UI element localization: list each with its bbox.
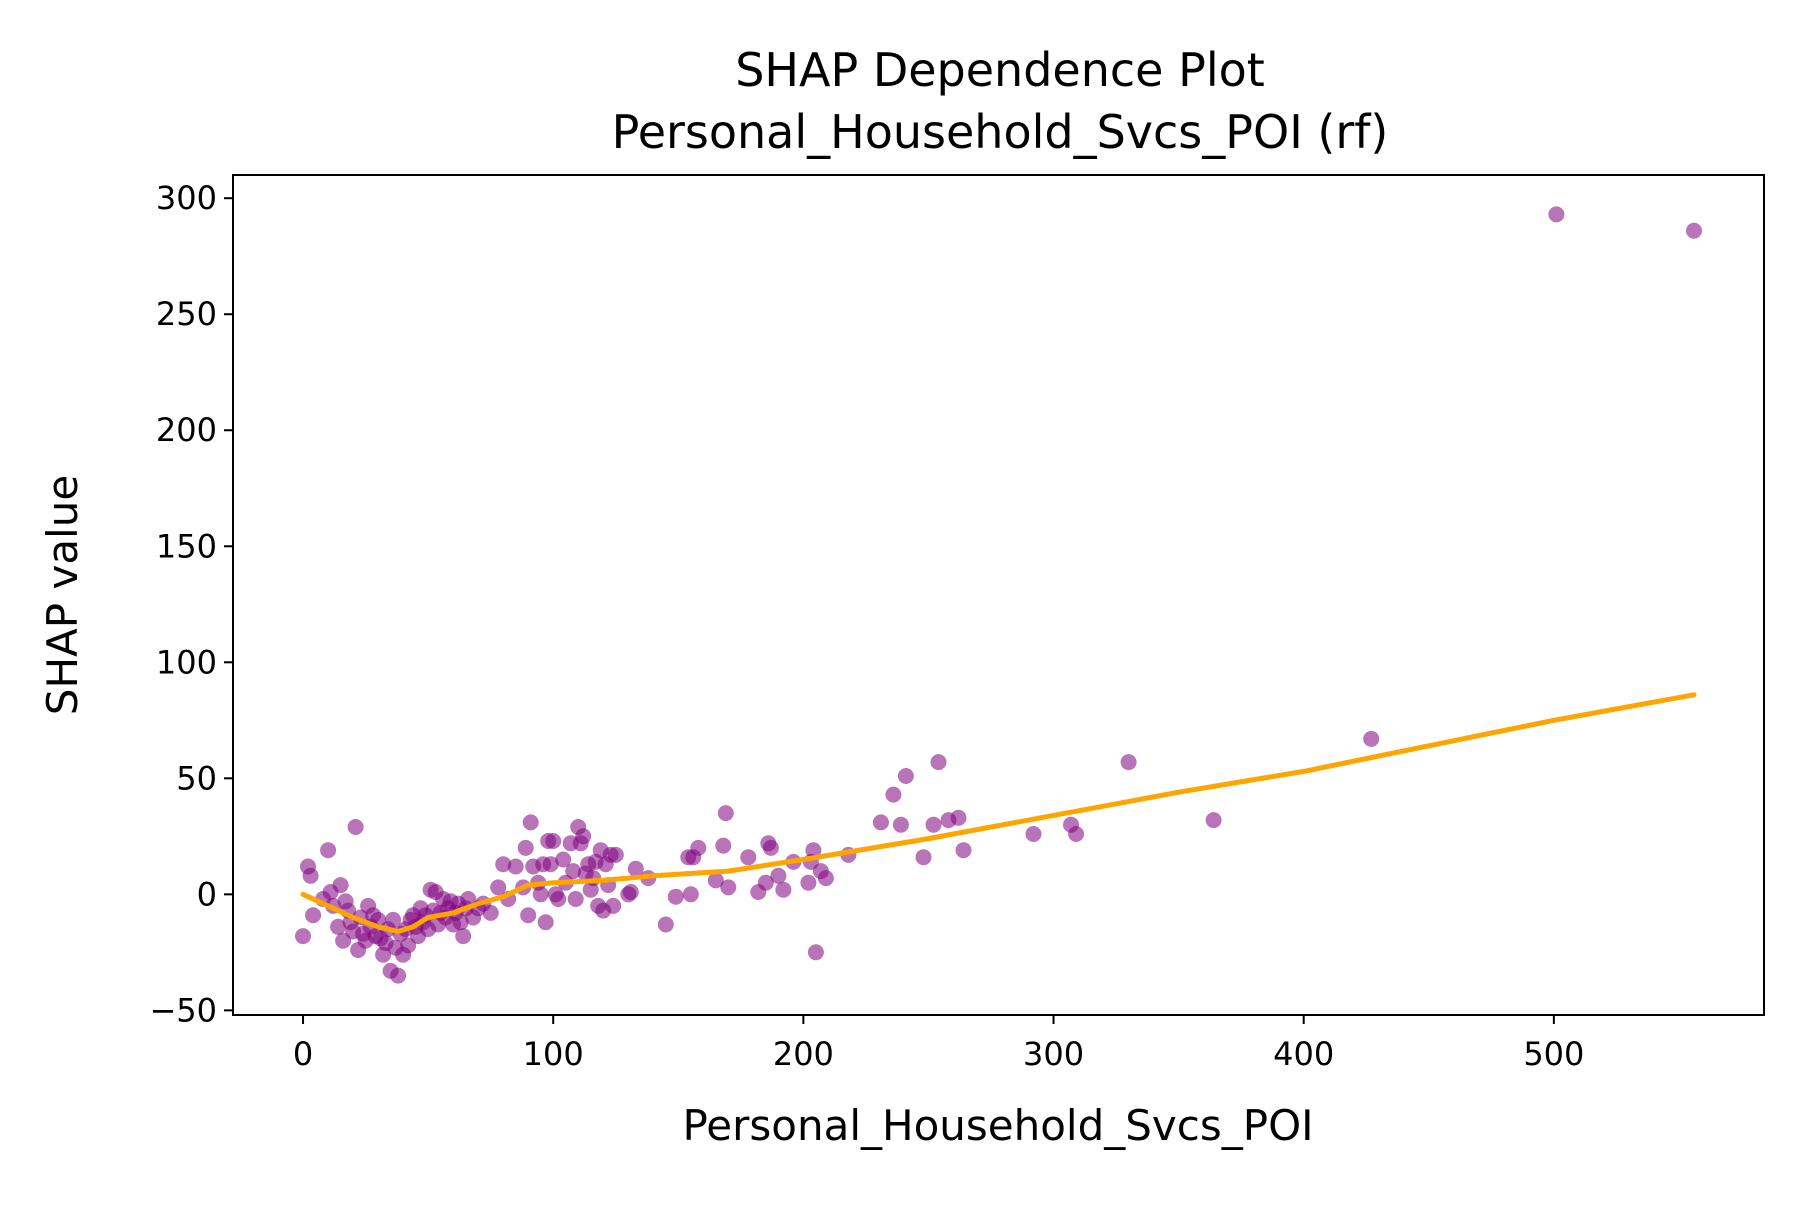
scatter-point (575, 828, 592, 845)
scatter-point (682, 886, 699, 903)
scatter-point (1068, 826, 1085, 842)
scatter-point (332, 877, 349, 894)
scatter-point (930, 754, 947, 771)
scatter-point (1686, 222, 1702, 239)
scatter-point (452, 914, 469, 931)
x-tick-label: 500 (1523, 1035, 1584, 1073)
x-tick-label: 200 (773, 1035, 834, 1073)
scatter-point (330, 918, 347, 935)
scatter-point (302, 867, 319, 884)
scatter-point (720, 879, 737, 896)
scatter-point (520, 907, 537, 924)
x-axis-label: Personal_Household_Svcs_POI (682, 1101, 1313, 1150)
scatter-point (762, 839, 779, 856)
scatter-point (400, 937, 417, 954)
scatter-point (690, 839, 707, 856)
scatter-point (1548, 206, 1565, 223)
scatter-point (872, 814, 889, 831)
y-axis-ticks: −50 0 50 100 150 200 250 300 (149, 179, 233, 1029)
scatter-point (605, 897, 622, 914)
scatter-point (817, 870, 834, 887)
scatter-point (1363, 730, 1380, 747)
scatter-point (390, 967, 407, 984)
scatter-point (305, 907, 322, 924)
y-tick-label: 100 (156, 643, 217, 681)
scatter-point (667, 888, 684, 905)
scatter-point (385, 911, 402, 928)
scatter-point (657, 916, 674, 933)
scatter-point (545, 833, 562, 849)
x-tick-label: 100 (523, 1035, 584, 1073)
y-tick-label: −50 (149, 991, 217, 1029)
scatter-point (740, 849, 757, 866)
scatter-point (482, 904, 499, 921)
scatter-point (775, 881, 792, 898)
scatter-point (770, 867, 787, 884)
scatter-point (915, 849, 932, 866)
scatter-point (517, 839, 534, 856)
scatter-point (717, 805, 734, 822)
scatter-point (805, 842, 822, 859)
trend-line (300, 692, 1697, 934)
y-axis-label: SHAP value (38, 475, 87, 715)
plot-marks (295, 206, 1702, 984)
scatter-point (807, 944, 824, 961)
scatter-point (757, 874, 774, 891)
scatter-point (622, 884, 639, 900)
scatter-point (495, 856, 512, 873)
scatter-point (1205, 812, 1222, 829)
scatter-point (707, 872, 724, 889)
scatter-point (627, 860, 644, 877)
scatter-point (550, 891, 567, 907)
chart-title: SHAP Dependence Plot (735, 43, 1265, 97)
scatter-point (347, 819, 364, 835)
scatter-point (1025, 826, 1042, 842)
scatter-point (522, 814, 539, 831)
scatter-point (885, 786, 902, 803)
x-tick-label: 0 (293, 1035, 313, 1073)
scatter-point (1120, 754, 1137, 771)
scatter-point (460, 891, 477, 907)
scatter-point (455, 928, 472, 945)
scatter-point (925, 816, 942, 833)
scatter-point (607, 846, 624, 863)
scatter-point (320, 842, 337, 859)
plot-frame (232, 174, 1765, 1016)
y-tick-label: 0 (197, 875, 217, 913)
scatter-point (490, 879, 507, 896)
x-tick-label: 400 (1273, 1035, 1334, 1073)
y-tick-label: 300 (156, 179, 217, 217)
scatter-point (507, 858, 524, 875)
scatter-point (715, 837, 732, 854)
y-tick-label: 150 (156, 527, 217, 565)
y-tick-label: 250 (156, 295, 217, 333)
scatter-point (537, 914, 554, 931)
scatter-point (567, 891, 584, 907)
scatter-point (800, 874, 817, 891)
scatter-point (555, 851, 572, 868)
x-tick-label: 300 (1023, 1035, 1084, 1073)
y-tick-label: 200 (156, 411, 217, 449)
y-tick-label: 50 (176, 759, 217, 797)
scatter-point (955, 842, 972, 859)
scatter-point (565, 863, 582, 880)
scatter-point (950, 809, 967, 826)
chart-subtitle: Personal_Household_Svcs_POI (rf) (612, 105, 1389, 159)
x-axis-ticks: 0 100 200 300 400 500 (293, 1015, 1584, 1073)
scatter-point (532, 886, 549, 903)
scatter-point (892, 816, 909, 833)
scatter-point (897, 768, 914, 784)
scatter-point (295, 928, 311, 945)
scatter-point (542, 856, 559, 873)
